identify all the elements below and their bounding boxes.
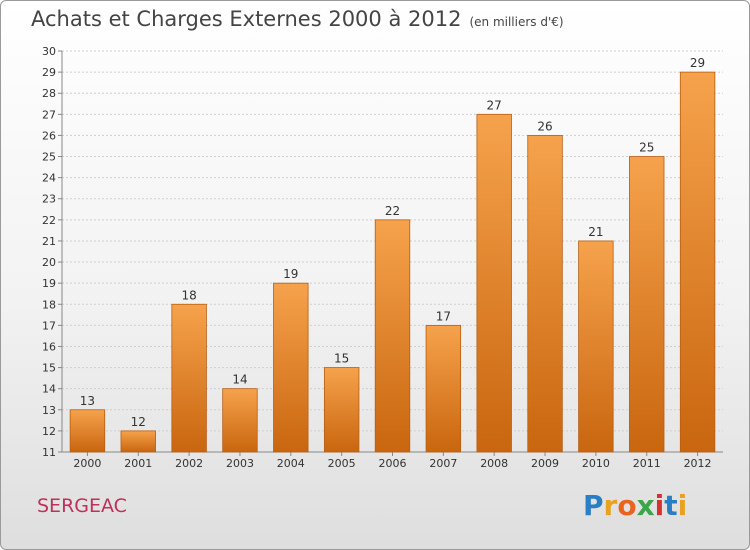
proxiti-logo: Proxiti: [583, 489, 687, 522]
y-tick-label: 20: [42, 256, 56, 269]
logo-letter: i: [677, 489, 688, 522]
y-tick-label: 29: [42, 66, 56, 79]
bar: [323, 367, 360, 453]
y-tick-label: 22: [42, 214, 56, 227]
value-label: 21: [588, 225, 603, 239]
y-tick-label: 23: [42, 193, 56, 206]
value-label: 14: [232, 373, 247, 387]
commune-name: SERGEAC: [37, 495, 127, 517]
bar: [527, 135, 563, 453]
x-tick-label: 2012: [684, 457, 712, 470]
value-label: 25: [639, 141, 654, 155]
logo-letter: P: [583, 489, 604, 522]
value-label: 29: [690, 56, 705, 70]
x-tick-label: 2009: [531, 457, 559, 470]
x-tick-label: 2007: [429, 457, 457, 470]
y-tick-label: 25: [42, 151, 56, 164]
y-tick-label: 19: [42, 277, 56, 290]
value-label: 22: [385, 204, 400, 218]
y-tick-label: 13: [42, 404, 56, 417]
y-tick-label: 11: [42, 446, 56, 459]
logo-letter: o: [617, 489, 637, 522]
x-tick-label: 2004: [277, 457, 305, 470]
x-tick-label: 2006: [379, 457, 407, 470]
logo-letter: r: [603, 489, 618, 522]
y-tick-label: 16: [42, 340, 56, 353]
x-tick-label: 2005: [328, 457, 356, 470]
chart-title-text: Achats et Charges Externes 2000 à 2012: [31, 7, 462, 31]
y-tick-label: 14: [42, 383, 56, 396]
value-label: 15: [334, 352, 349, 366]
bar: [120, 430, 156, 453]
bar: [69, 409, 106, 453]
bar: [629, 156, 665, 453]
x-tick-label: 2001: [124, 457, 152, 470]
logo-letter: i: [654, 489, 665, 522]
value-label: 12: [131, 415, 146, 429]
bar: [222, 388, 258, 453]
value-label: 18: [181, 288, 196, 302]
x-tick-label: 2010: [582, 457, 610, 470]
logo-letter: t: [664, 489, 678, 522]
y-tick-label: 15: [42, 362, 56, 375]
y-tick-label: 26: [42, 129, 56, 142]
value-label: 13: [80, 394, 95, 408]
logo-letter: x: [636, 489, 655, 522]
bar: [374, 219, 411, 453]
y-tick-label: 27: [42, 108, 56, 121]
bar: [273, 282, 309, 453]
x-tick-label: 2002: [175, 457, 203, 470]
y-tick-label: 28: [42, 87, 56, 100]
value-label: 17: [436, 309, 451, 323]
bar: [425, 324, 462, 453]
bar: [578, 240, 614, 453]
y-tick-label: 17: [42, 319, 56, 332]
chart-unit: (en milliers d'€): [469, 15, 564, 29]
y-tick-label: 21: [42, 235, 56, 248]
y-tick-label: 24: [42, 172, 56, 185]
bar: [171, 303, 207, 453]
x-tick-label: 2000: [73, 457, 101, 470]
y-tick-label: 12: [42, 425, 56, 438]
y-tick-label: 30: [42, 45, 56, 58]
y-tick-label: 18: [42, 298, 56, 311]
x-tick-label: 2008: [480, 457, 508, 470]
value-label: 19: [283, 267, 298, 281]
chart-title: Achats et Charges Externes 2000 à 2012 (e…: [31, 7, 564, 31]
x-tick-label: 2011: [633, 457, 661, 470]
value-label: 27: [487, 98, 502, 112]
bar: [679, 71, 716, 453]
bar: [476, 113, 512, 453]
value-label: 26: [537, 119, 552, 133]
x-tick-label: 2003: [226, 457, 254, 470]
